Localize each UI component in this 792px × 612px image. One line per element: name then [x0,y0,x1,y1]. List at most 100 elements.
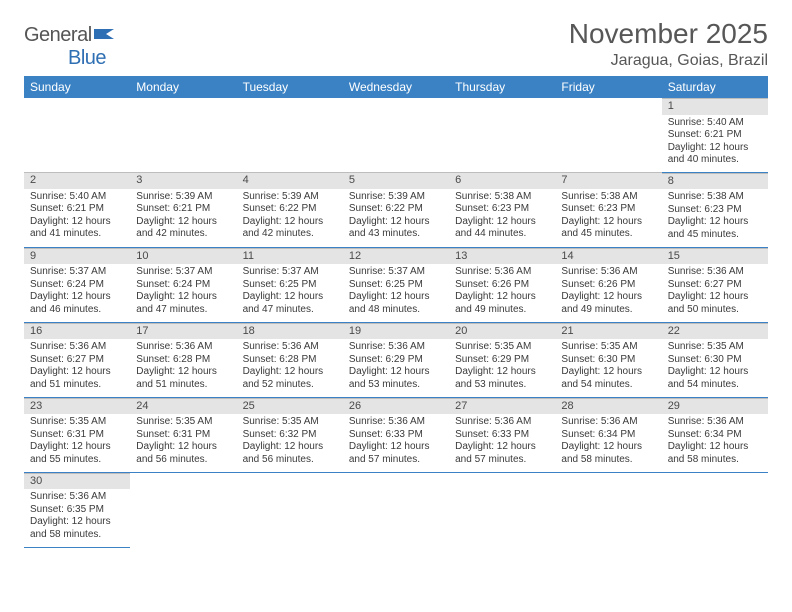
month-title: November 2025 [569,18,768,50]
sunset-line: Sunset: 6:23 PM [668,204,762,217]
daylight-line: Daylight: 12 hours and 45 minutes. [561,216,655,241]
daylight-line: Daylight: 12 hours and 44 minutes. [455,216,549,241]
sunrise-line: Sunrise: 5:36 AM [30,341,124,354]
day-number: 14 [555,248,661,265]
sunrise-line: Sunrise: 5:39 AM [243,191,337,204]
daylight-line: Daylight: 12 hours and 42 minutes. [136,216,230,241]
sunset-line: Sunset: 6:22 PM [349,203,443,216]
sunrise-line: Sunrise: 5:38 AM [668,191,762,204]
day-number: 4 [237,172,343,189]
logo-text: GeneralBlue [24,24,116,70]
day-cell: 21Sunrise: 5:35 AMSunset: 6:30 PMDayligh… [555,322,661,397]
day-body: Sunrise: 5:35 AMSunset: 6:30 PMDaylight:… [662,339,768,395]
day-number: 8 [662,173,768,190]
daylight-line: Daylight: 12 hours and 40 minutes. [668,142,762,167]
sunrise-line: Sunrise: 5:38 AM [561,191,655,204]
day-body: Sunrise: 5:40 AMSunset: 6:21 PMDaylight:… [662,115,768,171]
day-body: Sunrise: 5:36 AMSunset: 6:26 PMDaylight:… [555,264,661,320]
day-number: 25 [237,398,343,415]
day-header: Tuesday [237,76,343,98]
day-cell: 22Sunrise: 5:35 AMSunset: 6:30 PMDayligh… [662,322,768,397]
day-cell: 3Sunrise: 5:39 AMSunset: 6:21 PMDaylight… [130,172,236,247]
day-cell: 18Sunrise: 5:36 AMSunset: 6:28 PMDayligh… [237,322,343,397]
day-body: Sunrise: 5:36 AMSunset: 6:28 PMDaylight:… [130,339,236,395]
day-number: 16 [24,323,130,340]
day-cell [237,472,343,547]
week-row: 30Sunrise: 5:36 AMSunset: 6:35 PMDayligh… [24,472,768,547]
sunrise-line: Sunrise: 5:35 AM [243,416,337,429]
daylight-line: Daylight: 12 hours and 43 minutes. [349,216,443,241]
day-cell [24,98,130,172]
sunrise-line: Sunrise: 5:36 AM [136,341,230,354]
day-number: 7 [555,172,661,189]
day-number: 10 [130,248,236,265]
sunrise-line: Sunrise: 5:37 AM [30,266,124,279]
sunset-line: Sunset: 6:24 PM [30,279,124,292]
day-body: Sunrise: 5:35 AMSunset: 6:29 PMDaylight:… [449,339,555,395]
sunrise-line: Sunrise: 5:36 AM [561,416,655,429]
day-cell: 16Sunrise: 5:36 AMSunset: 6:27 PMDayligh… [24,322,130,397]
sunset-line: Sunset: 6:31 PM [30,429,124,442]
day-body: Sunrise: 5:36 AMSunset: 6:34 PMDaylight:… [662,414,768,470]
sunrise-line: Sunrise: 5:39 AM [349,191,443,204]
day-body: Sunrise: 5:39 AMSunset: 6:22 PMDaylight:… [237,189,343,245]
sunset-line: Sunset: 6:25 PM [243,279,337,292]
sunrise-line: Sunrise: 5:36 AM [668,266,762,279]
day-body: Sunrise: 5:38 AMSunset: 6:23 PMDaylight:… [449,189,555,245]
sunrise-line: Sunrise: 5:35 AM [136,416,230,429]
sunset-line: Sunset: 6:21 PM [668,129,762,142]
day-number: 11 [237,248,343,265]
sunrise-line: Sunrise: 5:36 AM [668,416,762,429]
day-cell [555,472,661,547]
day-cell: 20Sunrise: 5:35 AMSunset: 6:29 PMDayligh… [449,322,555,397]
day-body: Sunrise: 5:35 AMSunset: 6:31 PMDaylight:… [130,414,236,470]
sunrise-line: Sunrise: 5:40 AM [668,117,762,130]
day-cell: 23Sunrise: 5:35 AMSunset: 6:31 PMDayligh… [24,397,130,472]
daylight-line: Daylight: 12 hours and 49 minutes. [455,291,549,316]
day-cell: 9Sunrise: 5:37 AMSunset: 6:24 PMDaylight… [24,247,130,322]
sunset-line: Sunset: 6:33 PM [455,429,549,442]
day-body: Sunrise: 5:36 AMSunset: 6:27 PMDaylight:… [662,264,768,320]
daylight-line: Daylight: 12 hours and 46 minutes. [30,291,124,316]
sunset-line: Sunset: 6:23 PM [561,203,655,216]
day-number: 3 [130,172,236,189]
day-body: Sunrise: 5:36 AMSunset: 6:35 PMDaylight:… [24,489,130,545]
sunrise-line: Sunrise: 5:35 AM [30,416,124,429]
daylight-line: Daylight: 12 hours and 47 minutes. [136,291,230,316]
sunset-line: Sunset: 6:35 PM [30,504,124,517]
day-cell: 19Sunrise: 5:36 AMSunset: 6:29 PMDayligh… [343,322,449,397]
sunrise-line: Sunrise: 5:36 AM [30,491,124,504]
day-number: 27 [449,398,555,415]
calendar-body: 1Sunrise: 5:40 AMSunset: 6:21 PMDaylight… [24,98,768,547]
sunrise-line: Sunrise: 5:36 AM [349,341,443,354]
sunset-line: Sunset: 6:33 PM [349,429,443,442]
day-number: 24 [130,398,236,415]
day-body: Sunrise: 5:35 AMSunset: 6:31 PMDaylight:… [24,414,130,470]
sunset-line: Sunset: 6:21 PM [30,203,124,216]
sunset-line: Sunset: 6:23 PM [455,203,549,216]
day-header: Monday [130,76,236,98]
sunrise-line: Sunrise: 5:38 AM [455,191,549,204]
day-cell: 12Sunrise: 5:37 AMSunset: 6:25 PMDayligh… [343,247,449,322]
day-number: 12 [343,248,449,265]
day-body: Sunrise: 5:38 AMSunset: 6:23 PMDaylight:… [555,189,661,245]
day-cell [130,98,236,172]
day-number: 28 [555,398,661,415]
daylight-line: Daylight: 12 hours and 54 minutes. [668,366,762,391]
week-row: 1Sunrise: 5:40 AMSunset: 6:21 PMDaylight… [24,98,768,172]
sunrise-line: Sunrise: 5:35 AM [668,341,762,354]
day-body: Sunrise: 5:35 AMSunset: 6:30 PMDaylight:… [555,339,661,395]
day-body: Sunrise: 5:36 AMSunset: 6:29 PMDaylight:… [343,339,449,395]
daylight-line: Daylight: 12 hours and 45 minutes. [668,216,762,241]
daylight-line: Daylight: 12 hours and 54 minutes. [561,366,655,391]
day-cell: 13Sunrise: 5:36 AMSunset: 6:26 PMDayligh… [449,247,555,322]
day-body: Sunrise: 5:36 AMSunset: 6:34 PMDaylight:… [555,414,661,470]
sunrise-line: Sunrise: 5:36 AM [349,416,443,429]
day-body: Sunrise: 5:36 AMSunset: 6:26 PMDaylight:… [449,264,555,320]
sunrise-line: Sunrise: 5:40 AM [30,191,124,204]
logo-word1: General [24,24,92,46]
day-cell [130,472,236,547]
day-cell: 25Sunrise: 5:35 AMSunset: 6:32 PMDayligh… [237,397,343,472]
daylight-line: Daylight: 12 hours and 47 minutes. [243,291,337,316]
sunrise-line: Sunrise: 5:36 AM [455,266,549,279]
